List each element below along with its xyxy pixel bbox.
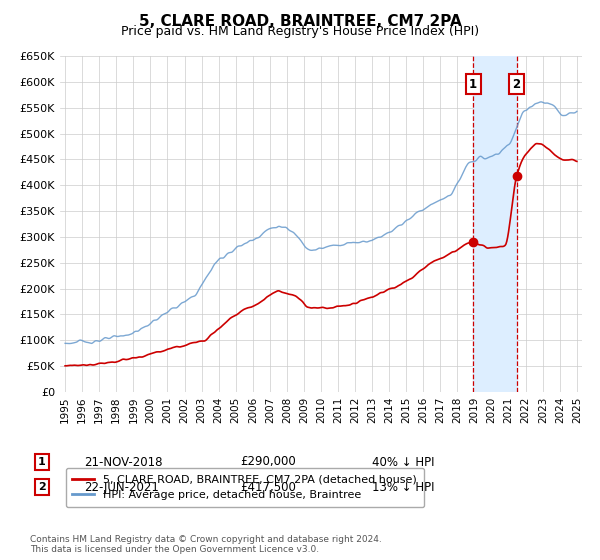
- Text: 2: 2: [38, 482, 46, 492]
- Text: 5, CLARE ROAD, BRAINTREE, CM7 2PA: 5, CLARE ROAD, BRAINTREE, CM7 2PA: [139, 14, 461, 29]
- Text: 2: 2: [512, 78, 521, 91]
- Text: 21-NOV-2018: 21-NOV-2018: [84, 455, 163, 469]
- Text: 1: 1: [38, 457, 46, 467]
- Text: 1: 1: [469, 78, 477, 91]
- Text: £417,500: £417,500: [240, 480, 296, 494]
- Text: 22-JUN-2021: 22-JUN-2021: [84, 480, 159, 494]
- Text: Price paid vs. HM Land Registry's House Price Index (HPI): Price paid vs. HM Land Registry's House …: [121, 25, 479, 38]
- Text: 13% ↓ HPI: 13% ↓ HPI: [372, 480, 434, 494]
- Legend: 5, CLARE ROAD, BRAINTREE, CM7 2PA (detached house), HPI: Average price, detached: 5, CLARE ROAD, BRAINTREE, CM7 2PA (detac…: [65, 468, 424, 507]
- Bar: [473, 56, 517, 392]
- Text: £290,000: £290,000: [240, 455, 296, 469]
- Text: Contains HM Land Registry data © Crown copyright and database right 2024.
This d: Contains HM Land Registry data © Crown c…: [30, 535, 382, 554]
- Text: 40% ↓ HPI: 40% ↓ HPI: [372, 455, 434, 469]
